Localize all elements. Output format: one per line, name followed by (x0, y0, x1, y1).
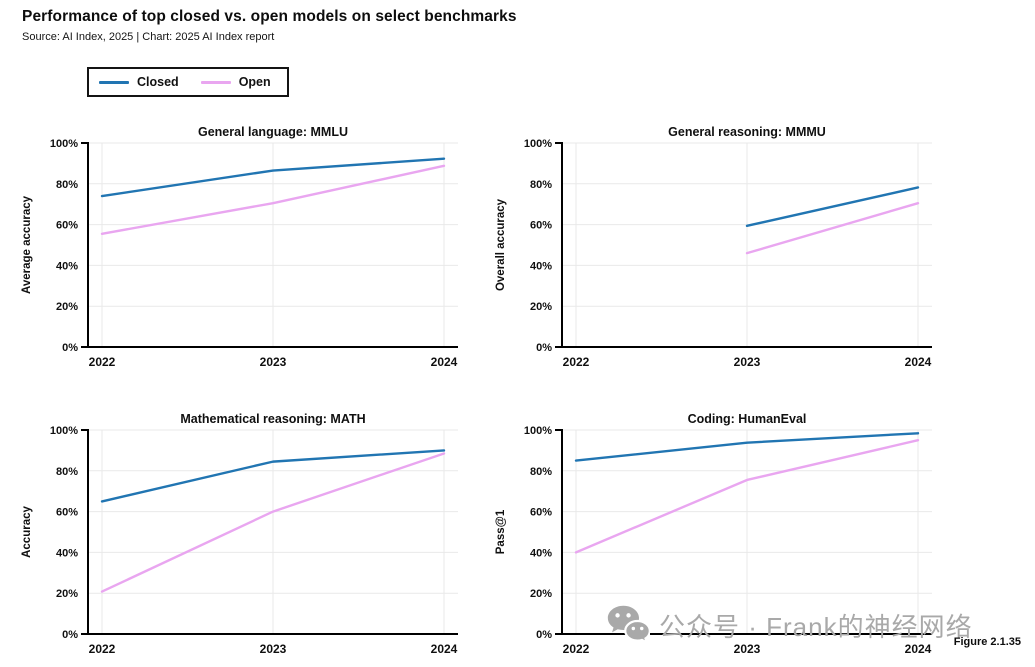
y-tick-label: 80% (530, 179, 552, 191)
figure-label: Figure 2.1.35 (953, 636, 1021, 648)
y-tick-label: 0% (536, 342, 552, 354)
page-title: Performance of top closed vs. open model… (22, 8, 517, 25)
series-line-closed (574, 432, 920, 462)
y-tick-label: 20% (530, 588, 552, 600)
x-tick-label: 2023 (260, 642, 287, 656)
y-tick-label: 60% (56, 507, 78, 519)
chart-title: General language: MMLU (198, 125, 348, 139)
y-tick-label: 0% (536, 629, 552, 641)
watermark: 公众号 · Frank的神经网络 (606, 603, 973, 647)
legend-item-open: Open (200, 75, 271, 89)
y-tick-label: 60% (56, 220, 78, 232)
y-tick-label: 100% (524, 425, 552, 437)
x-tick-label: 2022 (563, 355, 590, 369)
y-axis-label: Pass@1 (495, 509, 507, 554)
x-tick-label: 2024 (431, 355, 458, 369)
y-axis-label: Average accuracy (21, 195, 33, 294)
y-axis-label: Accuracy (21, 506, 33, 558)
wechat-icon (607, 605, 650, 645)
legend-swatch-closed (99, 80, 129, 84)
series-line-open (100, 164, 446, 235)
series-line-open (100, 452, 446, 593)
x-tick-label: 2023 (734, 355, 761, 369)
chart-math: 0% 20% 40% 60% 80% 100% 2022 2023 2024 Mathematic… (21, 412, 458, 656)
y-tick-label: 40% (530, 547, 552, 559)
chart-title: General reasoning: MMMU (668, 125, 826, 139)
chart-humaneval: 0% 20% 40% 60% 80% 100% 2022 2023 2024 Coding: Hu… (495, 412, 932, 656)
series-line-closed (745, 186, 920, 228)
y-tick-label: 100% (524, 138, 552, 150)
y-tick-label: 40% (530, 260, 552, 272)
chart-mmlu: 0% 20% 40% 60% 80% 100% 2022 2023 2024 General la… (21, 125, 458, 369)
x-tick-label: 2023 (734, 642, 761, 656)
y-tick-label: 80% (56, 179, 78, 191)
chart-title: Coding: HumanEval (688, 412, 807, 426)
y-tick-label: 20% (56, 301, 78, 313)
y-tick-label: 40% (56, 547, 78, 559)
y-tick-label: 0% (62, 629, 78, 641)
y-tick-label: 80% (56, 466, 78, 478)
chart-title: Mathematical reasoning: MATH (180, 412, 365, 426)
y-tick-label: 0% (62, 342, 78, 354)
legend-item-closed: Closed (99, 75, 179, 89)
series-line-open (745, 201, 920, 255)
series-line-open (574, 439, 920, 554)
y-axis-label: Overall accuracy (495, 198, 507, 291)
y-tick-label: 60% (530, 507, 552, 519)
x-tick-label: 2023 (260, 355, 287, 369)
legend-label: Closed (137, 75, 179, 89)
x-tick-label: 2022 (89, 642, 116, 656)
x-tick-label: 2024 (905, 355, 932, 369)
x-tick-label: 2022 (563, 642, 590, 656)
chart-mmmu: 0% 20% 40% 60% 80% 100% 2022 2023 2024 General re… (495, 125, 932, 369)
series-line-closed (100, 157, 446, 198)
y-tick-label: 40% (56, 260, 78, 272)
y-tick-label: 60% (530, 220, 552, 232)
y-tick-label: 20% (530, 301, 552, 313)
legend-label: Open (238, 75, 271, 89)
watermark-text: 公众号 · Frank的神经网络 (659, 611, 973, 642)
y-tick-label: 80% (530, 466, 552, 478)
x-tick-label: 2024 (431, 642, 458, 656)
y-tick-label: 100% (50, 425, 78, 437)
x-tick-label: 2022 (89, 355, 116, 369)
source-line: Source: AI Index, 2025 | Chart: 2025 AI … (22, 31, 275, 43)
x-tick-label: 2024 (905, 642, 932, 656)
series-line-closed (100, 449, 446, 503)
legend: Closed Open (87, 67, 289, 97)
y-tick-label: 20% (56, 588, 78, 600)
y-tick-label: 100% (50, 138, 78, 150)
legend-swatch-open (200, 80, 231, 84)
